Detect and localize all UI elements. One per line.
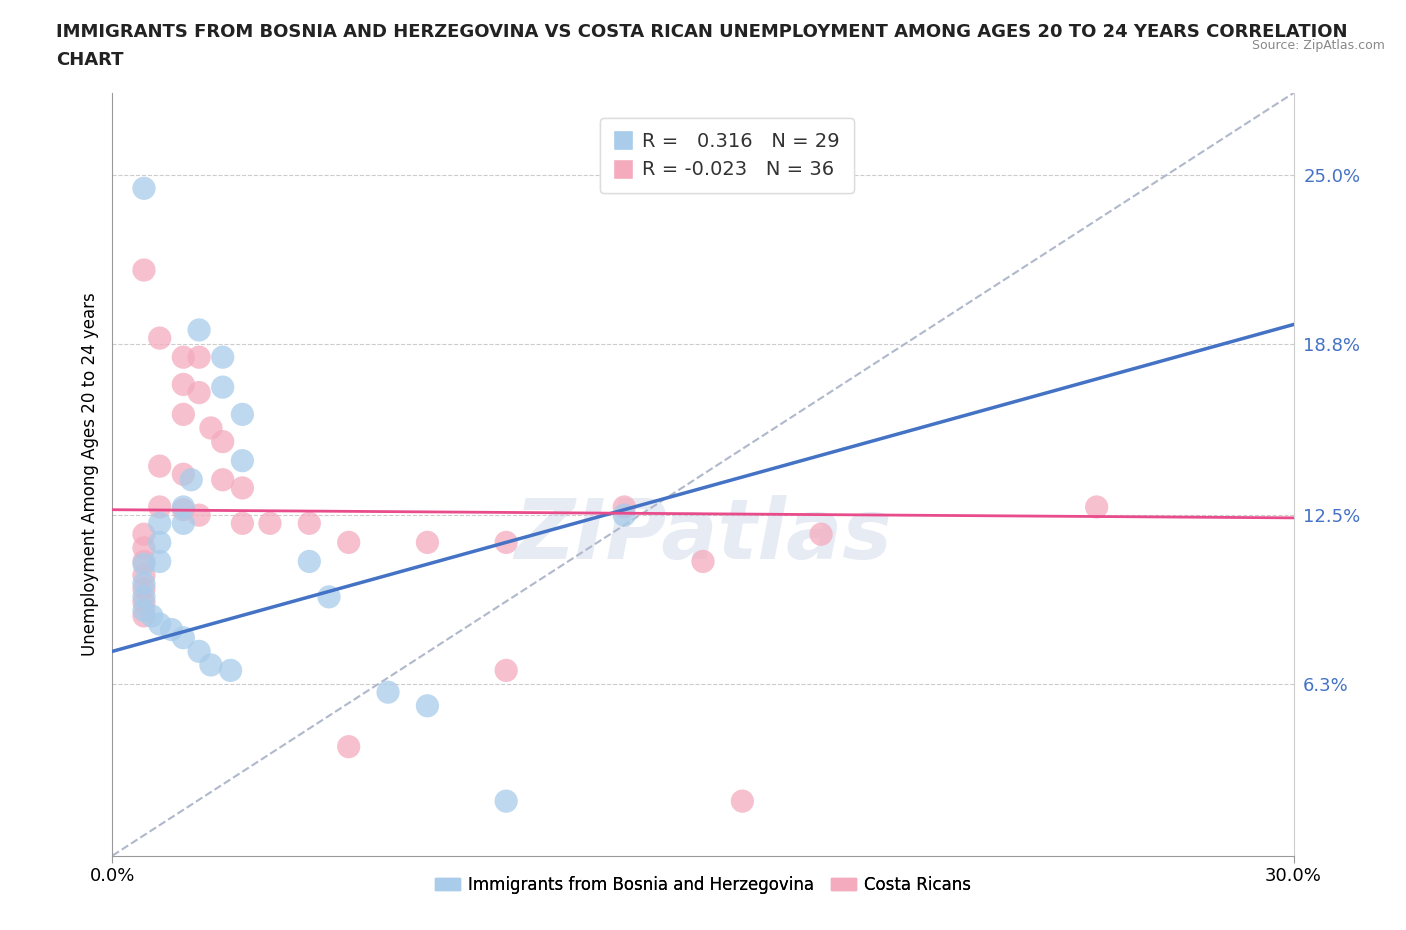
- Point: [416, 535, 439, 550]
- Point: [132, 181, 155, 196]
- Point: [141, 608, 163, 623]
- Point: [132, 567, 155, 582]
- Point: [149, 331, 172, 346]
- Y-axis label: Unemployment Among Ages 20 to 24 years: Unemployment Among Ages 20 to 24 years: [80, 292, 98, 657]
- Text: IMMIGRANTS FROM BOSNIA AND HERZEGOVINA VS COSTA RICAN UNEMPLOYMENT AMONG AGES 20: IMMIGRANTS FROM BOSNIA AND HERZEGOVINA V…: [56, 23, 1348, 41]
- Point: [1085, 499, 1108, 514]
- Point: [149, 617, 172, 631]
- Point: [377, 684, 399, 699]
- Point: [188, 508, 211, 523]
- Point: [132, 557, 155, 572]
- Point: [731, 793, 754, 808]
- Point: [172, 499, 194, 514]
- Point: [318, 590, 340, 604]
- Point: [188, 644, 211, 658]
- Point: [337, 739, 360, 754]
- Point: [172, 350, 194, 365]
- Point: [132, 590, 155, 604]
- Point: [132, 262, 155, 277]
- Point: [495, 793, 517, 808]
- Point: [211, 350, 233, 365]
- Point: [231, 481, 253, 496]
- Point: [149, 499, 172, 514]
- Text: CHART: CHART: [56, 51, 124, 69]
- Point: [298, 554, 321, 569]
- Point: [298, 516, 321, 531]
- Point: [132, 603, 155, 618]
- Point: [200, 658, 222, 672]
- Text: Source: ZipAtlas.com: Source: ZipAtlas.com: [1251, 39, 1385, 52]
- Point: [259, 516, 281, 531]
- Point: [172, 467, 194, 482]
- Point: [149, 458, 172, 473]
- Point: [613, 508, 636, 523]
- Point: [337, 535, 360, 550]
- Point: [188, 323, 211, 338]
- Point: [188, 385, 211, 400]
- Point: [172, 516, 194, 531]
- Point: [231, 516, 253, 531]
- Point: [188, 350, 211, 365]
- Point: [172, 407, 194, 422]
- Point: [211, 472, 233, 487]
- Point: [495, 663, 517, 678]
- Point: [132, 540, 155, 555]
- Point: [231, 407, 253, 422]
- Point: [211, 434, 233, 449]
- Point: [172, 502, 194, 517]
- Point: [132, 608, 155, 623]
- Point: [211, 379, 233, 394]
- Text: ZIPatlas: ZIPatlas: [515, 495, 891, 576]
- Point: [132, 576, 155, 591]
- Point: [160, 622, 183, 637]
- Point: [132, 526, 155, 541]
- Point: [613, 499, 636, 514]
- Point: [416, 698, 439, 713]
- Point: [200, 420, 222, 435]
- Legend: Immigrants from Bosnia and Herzegovina, Costa Ricans: Immigrants from Bosnia and Herzegovina, …: [429, 870, 977, 900]
- Point: [149, 535, 172, 550]
- Point: [810, 526, 832, 541]
- Point: [495, 535, 517, 550]
- Point: [692, 554, 714, 569]
- Point: [132, 595, 155, 610]
- Point: [219, 663, 242, 678]
- Point: [180, 472, 202, 487]
- Point: [231, 453, 253, 468]
- Point: [172, 377, 194, 392]
- Point: [149, 516, 172, 531]
- Point: [132, 581, 155, 596]
- Point: [172, 631, 194, 645]
- Point: [132, 554, 155, 569]
- Point: [149, 554, 172, 569]
